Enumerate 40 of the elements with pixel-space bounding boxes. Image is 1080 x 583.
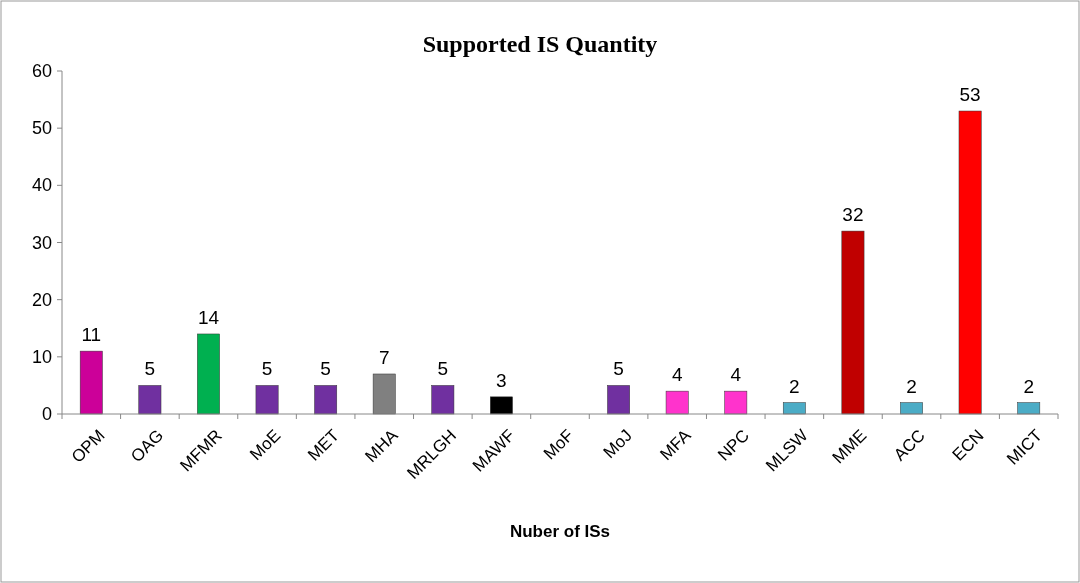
data-label: 53 [959, 84, 981, 106]
y-tick-label: 60 [31, 61, 52, 81]
data-label: 2 [906, 375, 917, 397]
bar [79, 350, 103, 415]
data-label: 7 [378, 346, 390, 368]
bar [314, 385, 338, 415]
y-tick-label: 30 [31, 232, 52, 253]
bar [782, 402, 806, 415]
data-label: 11 [81, 324, 102, 346]
data-label: 5 [144, 358, 156, 380]
y-tick-label: 10 [31, 346, 52, 367]
bar [431, 385, 455, 415]
data-label: 4 [671, 364, 683, 386]
data-label: 4 [730, 364, 742, 386]
chart-title: Supported IS Quantity [422, 31, 658, 57]
data-label: 14 [197, 306, 220, 328]
bar [138, 385, 162, 415]
data-label: 5 [437, 358, 449, 380]
bar [197, 333, 220, 415]
bar [900, 402, 923, 415]
data-label: 3 [496, 369, 507, 391]
data-label: 2 [789, 375, 800, 397]
data-label: 32 [842, 204, 864, 226]
bar [255, 385, 279, 415]
bar [607, 385, 630, 415]
bar [958, 110, 982, 415]
data-label: 5 [320, 358, 331, 380]
bar [1017, 402, 1041, 415]
bar [724, 390, 748, 415]
bar [665, 390, 689, 415]
y-tick-label: 40 [31, 175, 52, 196]
y-tick-label: 0 [41, 404, 52, 424]
y-tick-label: 50 [31, 118, 52, 139]
bar [490, 396, 513, 415]
data-label: 5 [261, 358, 273, 380]
y-tick-label: 20 [31, 289, 52, 310]
data-label: 2 [1023, 375, 1034, 397]
bar [841, 230, 865, 415]
data-label: 5 [613, 358, 624, 380]
x-axis-title: Nuber of ISs [509, 522, 611, 541]
